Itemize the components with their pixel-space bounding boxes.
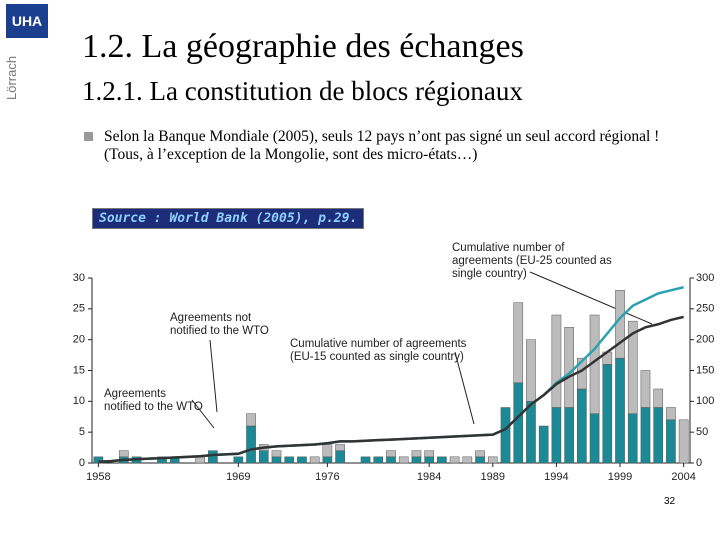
bar-segment bbox=[577, 388, 587, 464]
bar-segment bbox=[666, 419, 676, 464]
bar-segment bbox=[475, 456, 485, 464]
y-tick-label: 20 bbox=[73, 334, 85, 346]
y2-tick-label: 150 bbox=[696, 364, 714, 376]
source: Source : World Bank (2005), p.29. bbox=[92, 208, 365, 229]
x-tick-label: 1994 bbox=[544, 471, 568, 483]
bar-segment bbox=[297, 456, 307, 464]
bar-segment bbox=[271, 456, 282, 464]
bar-segment bbox=[411, 456, 422, 464]
y2-tick-label: 250 bbox=[696, 303, 714, 315]
bar-segment bbox=[564, 327, 574, 408]
bar-segment bbox=[335, 450, 345, 464]
annotation: Cumulative number of agreements (EU-25 c… bbox=[452, 242, 612, 280]
logo: UHA bbox=[6, 4, 48, 38]
y-tick-label: 0 bbox=[79, 457, 85, 469]
bar-segment bbox=[627, 320, 638, 414]
bar-segment bbox=[526, 401, 536, 464]
bar-segment bbox=[678, 419, 689, 464]
x-tick-label: 1976 bbox=[315, 471, 339, 483]
annotation: Cumulative number of agreements (EU-15 c… bbox=[290, 338, 467, 363]
bar-segment bbox=[500, 407, 511, 464]
annotation: Agreements notified to the WTO bbox=[104, 388, 203, 413]
slide-title: 1.2. La géographie des échanges bbox=[82, 28, 524, 65]
bar-segment bbox=[284, 456, 295, 464]
bar-segment bbox=[246, 425, 256, 464]
bar-segment bbox=[424, 456, 435, 464]
bar-segment bbox=[322, 444, 333, 458]
bar-segment bbox=[411, 450, 422, 458]
bar-segment bbox=[335, 444, 345, 451]
bar-segment bbox=[513, 302, 524, 384]
arrows bbox=[191, 271, 653, 429]
y-tick-label: 30 bbox=[73, 272, 85, 284]
bar-segment bbox=[589, 413, 600, 464]
bar-segment bbox=[564, 407, 574, 464]
bar-segment bbox=[487, 456, 498, 464]
bar-segment bbox=[666, 407, 676, 421]
bar-segment bbox=[195, 456, 205, 464]
bar-segment bbox=[551, 407, 562, 464]
bar-segment bbox=[551, 314, 562, 408]
bar-segment bbox=[309, 456, 320, 464]
bar-segment bbox=[233, 456, 244, 464]
bar-segment bbox=[271, 450, 282, 458]
bullet-marker bbox=[84, 132, 93, 141]
y-tick-label: 10 bbox=[73, 395, 85, 407]
y2-tick-label: 300 bbox=[696, 272, 714, 284]
bar-segment bbox=[437, 456, 447, 464]
bar-segment bbox=[640, 370, 651, 408]
y2-tick-label: 50 bbox=[696, 426, 708, 438]
bar-segment bbox=[615, 290, 625, 359]
y-tick-label: 15 bbox=[73, 364, 85, 376]
y2-tick-label: 200 bbox=[696, 334, 714, 346]
x-tick-label: 1958 bbox=[86, 471, 110, 483]
x-tick-label: 1984 bbox=[417, 471, 441, 483]
bar-segment bbox=[424, 450, 435, 458]
bar-segment bbox=[462, 456, 473, 464]
bar-segment bbox=[475, 450, 485, 458]
bar-segment bbox=[360, 456, 371, 464]
bullet-text: Selon la Banque Mondiale (2005), seuls 1… bbox=[104, 128, 660, 163]
y-tick-label: 25 bbox=[73, 303, 85, 315]
line bbox=[98, 315, 684, 464]
bar-segment bbox=[118, 450, 129, 458]
bar-segment bbox=[602, 364, 613, 464]
bar-segment bbox=[653, 407, 664, 464]
y2-tick-label: 0 bbox=[696, 457, 702, 469]
page-number: 32 bbox=[664, 496, 676, 507]
bar-segment bbox=[513, 382, 524, 464]
x-tick-label: 2004 bbox=[671, 471, 695, 483]
bar-segment bbox=[322, 456, 333, 464]
bar-segment bbox=[615, 357, 625, 464]
bar-segment bbox=[538, 425, 549, 464]
bar-segment bbox=[386, 456, 396, 464]
bar-segment bbox=[246, 413, 256, 427]
x-tick-label: 1999 bbox=[608, 471, 632, 483]
bar-segment bbox=[526, 339, 536, 402]
bar-segment bbox=[640, 407, 651, 464]
bar-segment bbox=[373, 456, 384, 464]
y2-tick-label: 100 bbox=[696, 395, 714, 407]
bar-segment bbox=[208, 450, 218, 464]
bar-segment bbox=[93, 456, 104, 464]
y-tick-label: 5 bbox=[79, 426, 85, 438]
annotation: Agreements not notified to the WTO bbox=[170, 312, 269, 337]
x-tick-label: 1969 bbox=[226, 471, 250, 483]
bar-segment bbox=[627, 413, 638, 464]
bar-segment bbox=[258, 450, 269, 464]
bar-segment bbox=[386, 450, 396, 458]
x-tick-label: 1989 bbox=[481, 471, 505, 483]
bar-segment bbox=[398, 456, 409, 464]
slide-subtitle: 1.2.1. La constitution de blocs régionau… bbox=[82, 76, 523, 106]
bar-segment bbox=[653, 388, 664, 408]
bar-segment bbox=[449, 456, 460, 464]
